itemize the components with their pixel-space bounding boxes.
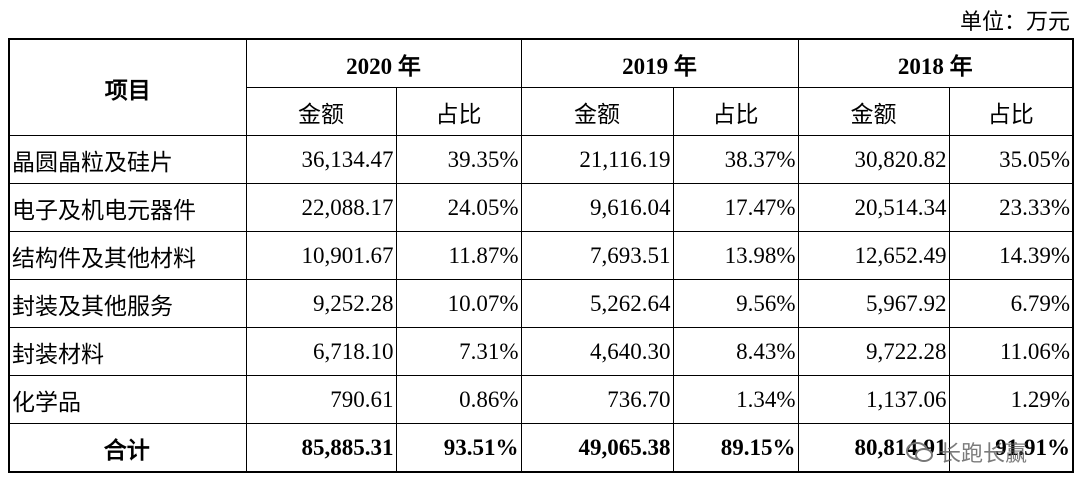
year-header: 2018 年 <box>797 38 1074 88</box>
cell: 13.98% <box>672 231 799 280</box>
cell: 12,652.49 <box>797 231 950 280</box>
watermark: 长跑长赢 <box>905 436 1027 468</box>
table-row: 封装及其他服务 9,252.28 10.07% 5,262.64 9.56% 5,967.… <box>8 279 1074 328</box>
cell: 89.15% <box>672 423 799 473</box>
cell: 6,718.10 <box>245 327 397 376</box>
cell: 23.33% <box>948 183 1074 232</box>
cell: 1,137.06 <box>797 375 950 424</box>
row-label: 封装材料 <box>8 327 247 376</box>
cell: 7,693.51 <box>520 231 674 280</box>
cell: 17.47% <box>672 183 799 232</box>
row-label: 封装及其他服务 <box>8 279 247 328</box>
cell: 35.05% <box>948 135 1074 184</box>
table-row: 晶圆晶粒及硅片 36,134.47 39.35% 21,116.19 38.37% 30,… <box>8 135 1074 184</box>
row-label: 电子及机电元器件 <box>8 183 247 232</box>
cell: 22,088.17 <box>245 183 397 232</box>
table-row: 电子及机电元器件 22,088.17 24.05% 9,616.04 17.47% 20,… <box>8 183 1074 232</box>
cell: 9.56% <box>672 279 799 328</box>
watermark-text: 长跑长赢 <box>939 442 1028 467</box>
cell: 9,252.28 <box>245 279 397 328</box>
data-table: 项目 2020 年 2019 年 2018 年金额 占比 金额 占比 金额 占比 晶圆晶粒及硅片… <box>8 38 1074 473</box>
row-label: 化学品 <box>8 375 247 424</box>
unit-label: 单位：万元 <box>959 9 1070 34</box>
cell: 39.35% <box>395 135 522 184</box>
table-row: 化学品 790.61 0.86% 736.70 1.34% 1,137.06 1.29% <box>8 375 1074 424</box>
cell: 21,116.19 <box>520 135 674 184</box>
cell: 4,640.30 <box>520 327 674 376</box>
cell: 85,885.31 <box>245 423 397 473</box>
row-label: 合计 <box>8 423 247 473</box>
cell: 91.91% <box>948 423 1074 473</box>
cell: 49,065.38 <box>520 423 674 473</box>
cell: 736.70 <box>520 375 674 424</box>
cell: 8.43% <box>672 327 799 376</box>
cell: 6.79% <box>948 279 1074 328</box>
cell: 5,967.92 <box>797 279 950 328</box>
cell: 20,514.34 <box>797 183 950 232</box>
table-row: 封装材料 6,718.10 7.31% 4,640.30 8.43% 9,722.28 11… <box>8 327 1074 376</box>
year-header: 2019 年 <box>520 38 799 88</box>
cell: 1.29% <box>948 375 1074 424</box>
cell: 7.31% <box>395 327 522 376</box>
cell: 790.61 <box>245 375 397 424</box>
header-cell: 项目 <box>8 38 247 136</box>
cell: 5,262.64 <box>520 279 674 328</box>
header-row: 项目 2020 年 2019 年 2018 年 <box>8 38 1074 136</box>
subheader-cell: 金额 <box>797 87 950 136</box>
cell: 24.05% <box>395 183 522 232</box>
cell: 10,901.67 <box>245 231 397 280</box>
cell: 36,134.47 <box>245 135 397 184</box>
cell: 14.39% <box>948 231 1074 280</box>
cell: 93.51% <box>395 423 522 473</box>
cell: 0.86% <box>395 375 522 424</box>
cell: 9,722.28 <box>797 327 950 376</box>
subheader-cell: 占比 <box>672 87 799 136</box>
row-label: 晶圆晶粒及硅片 <box>8 135 247 184</box>
table-row: 结构件及其他材料 10,901.67 11.87% 7,693.51 13.98% 12,… <box>8 231 1074 280</box>
cell: 38.37% <box>672 135 799 184</box>
cell: 80,814.91 <box>797 423 950 473</box>
subheader-cell: 金额 <box>245 87 397 136</box>
cell: 1.34% <box>672 375 799 424</box>
subheader-cell: 金额 <box>520 87 674 136</box>
subheader-cell: 占比 <box>948 87 1074 136</box>
cell: 10.07% <box>395 279 522 328</box>
cell: 9,616.04 <box>520 183 674 232</box>
cell: 11.87% <box>395 231 522 280</box>
wechat-icon <box>906 442 933 462</box>
subheader-cell: 占比 <box>395 87 522 136</box>
cell: 30,820.82 <box>797 135 950 184</box>
total-row: 合计 85,885.31 93.51% 49,065.38 89.15% 80,814.9… <box>8 423 1074 473</box>
year-header: 2020 年 <box>245 38 522 88</box>
row-label: 结构件及其他材料 <box>8 231 247 280</box>
cell: 11.06% <box>948 327 1074 376</box>
